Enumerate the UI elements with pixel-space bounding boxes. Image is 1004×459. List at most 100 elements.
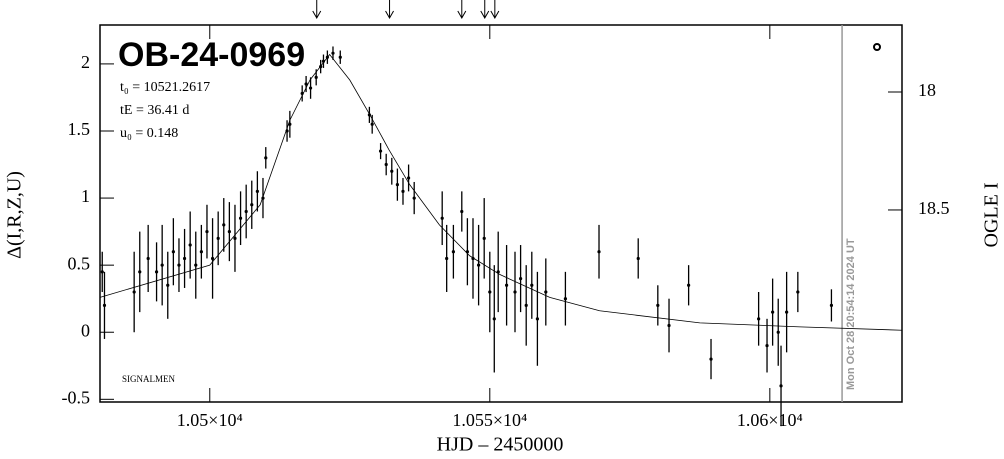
data-point [401,189,405,193]
data-point [222,223,226,227]
data-point [304,82,308,86]
data-point [488,290,492,294]
y-tick-label: 1 [81,186,90,206]
data-point [321,59,326,63]
data-point [233,236,237,240]
data-point [216,236,220,240]
data-point [779,384,783,388]
data-point [194,263,198,267]
data-point [325,55,329,59]
data-point [524,303,528,308]
data-point [796,290,800,294]
data-point [636,256,640,261]
data-point [656,303,660,308]
y2-tick-label: 18.5 [918,198,950,218]
y2-axis-label: OGLE I [981,183,1003,248]
data-point [308,86,313,90]
y-tick-label: -0.5 [62,387,91,407]
data-point [264,156,268,160]
x-tick-label: 1.06×10⁴ [737,410,803,430]
data-point [406,176,411,180]
data-point [390,169,394,173]
data-point [285,129,289,133]
x-axis-label: HJD – 2450000 [437,434,564,456]
data-point [384,162,388,167]
data-point [445,256,449,261]
arrow [457,0,467,20]
y-tick-label: 1.5 [68,119,91,139]
data-point [440,216,444,220]
data-point [451,250,455,254]
data-point [166,283,170,287]
data-point [250,203,254,207]
data-point [395,183,399,187]
x-tick-label: 1.05×10⁴ [177,410,243,430]
parameter: t₀ = 10521.2617 [120,80,210,95]
data-point [757,317,761,321]
arrow [490,0,500,20]
data-point [367,113,371,117]
data-point [261,196,265,200]
data-point [331,51,335,55]
data-point [255,189,259,193]
data-point [314,75,318,79]
data-point [513,290,517,294]
data-point [465,250,469,254]
y-tick-label: 2 [81,52,90,72]
data-point [492,317,496,321]
data-point [244,209,248,214]
data-point [199,250,203,254]
data-point [182,256,187,261]
data-point [138,270,142,274]
data-point [177,263,181,267]
data-point [460,209,464,214]
arrow [312,0,322,20]
y-axis-label: Δ(I,R,Z,U) [4,171,26,259]
data-point [785,310,789,314]
data-point [709,357,713,361]
data-point [776,330,780,334]
data-point [102,303,107,308]
data-point [227,230,231,234]
data-point [154,270,159,274]
data-point [338,55,342,59]
plot-frame [99,24,903,403]
arrow [385,0,394,20]
data-point [238,216,243,220]
arrow [480,0,490,20]
model-curve [99,53,903,331]
data-point [412,196,416,200]
label: SIGNALMEN [122,374,175,384]
data-point [496,270,500,274]
data-point [829,303,834,308]
data-point [319,64,323,69]
data-point [563,297,568,301]
parameter: tE = 36.41 d [120,103,189,118]
data-point [482,236,486,240]
data-point [505,283,509,287]
data-point [771,310,775,314]
data-point [288,122,292,126]
data-point [597,250,601,254]
data-point [300,91,304,96]
data-point [544,290,548,294]
data-point [132,290,136,294]
data-point [687,283,691,287]
data-point [530,283,534,287]
y2-tick-label: 18 [918,80,936,100]
data-point [160,263,164,267]
data-point [205,230,209,234]
data-point [535,317,540,321]
data-point [188,243,192,247]
data-point [471,256,475,261]
data-point [765,344,769,348]
data-point [171,250,175,254]
data-point [667,323,671,328]
data-point [519,276,523,281]
y-tick-label: 0.5 [68,253,91,273]
x-tick-label: 1.055×10⁴ [452,410,527,430]
y-tick-label: 0 [81,320,90,340]
parameter: u₀ = 0.148 [120,126,178,141]
data-point [146,256,150,261]
